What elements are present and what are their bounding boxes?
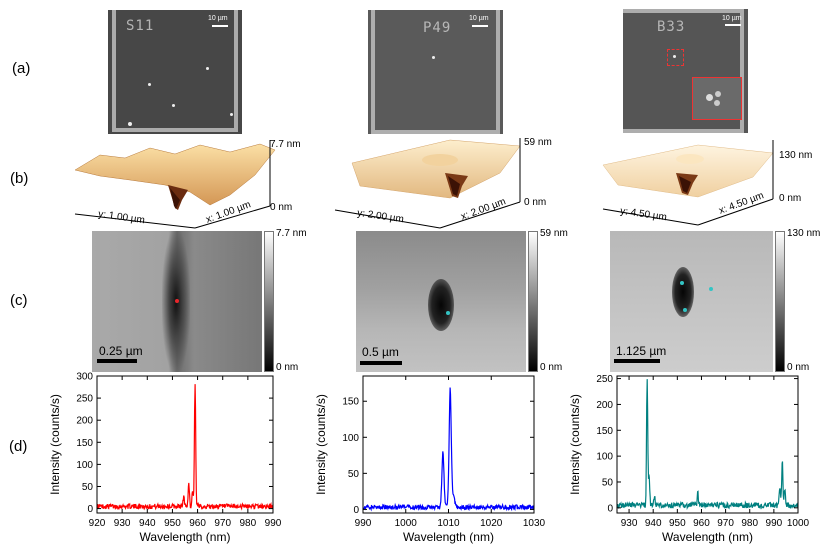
x-tick-label: 960: [693, 518, 710, 529]
y-tick-label: 150: [76, 438, 93, 449]
sem-image-b33: B33 10 µm: [623, 9, 748, 133]
x-tick-label: 990: [766, 518, 783, 529]
x-axis-label: Wavelength (nm): [662, 530, 753, 544]
sem-scale-text: 10 µm: [469, 15, 489, 22]
afm-zmin: 0 nm: [779, 193, 802, 204]
plot-frame: [96, 375, 274, 514]
plot-frame: [616, 375, 799, 514]
sem-label: B33: [657, 19, 686, 35]
afm-3d-surface-1: [74, 140, 276, 229]
row-label-c: (c): [10, 292, 28, 309]
afm-zmax: 7.7 nm: [270, 139, 301, 150]
y-tick-label: 50: [82, 482, 94, 493]
x-tick-label: 950: [669, 518, 686, 529]
x-tick-label: 940: [645, 518, 662, 529]
sem-image-p49: P49 10 µm: [368, 10, 503, 134]
y-tick-label: 0: [353, 505, 359, 516]
x-tick-label: 950: [164, 518, 181, 529]
x-tick-label: 1030: [523, 518, 546, 529]
y-tick-label: 0: [87, 504, 93, 515]
x-tick-label: 1000: [787, 518, 810, 529]
afm-zmax: 59 nm: [524, 137, 552, 148]
y-axis-label: Intensity (counts/s): [568, 394, 582, 495]
x-tick-label: 1020: [480, 518, 503, 529]
y-axis-label: Intensity (counts/s): [314, 394, 328, 495]
colorbar-max: 7.7 nm: [276, 228, 307, 239]
colorbar-min: 0 nm: [276, 362, 299, 373]
y-tick-label: 100: [342, 433, 359, 444]
afm-3d-surface-3: [602, 140, 774, 226]
afm-3d-surface-2: [334, 138, 521, 229]
x-tick-label: 920: [89, 518, 106, 529]
marker-dot: [446, 311, 450, 315]
zoom-inset: [692, 77, 742, 120]
spectrum-chart-1: 920 930 940 950 960 970 980 990 0 50 100 150 200 250 3…: [48, 372, 282, 545]
y-tick-label: 250: [76, 394, 93, 405]
x-tick-label: 990: [265, 518, 282, 529]
sem-scale-text: 10 µm: [722, 15, 742, 22]
sem-scale-text: 10 µm: [208, 15, 228, 22]
colorbar-min: 0 nm: [787, 362, 810, 373]
marker-dot: [683, 308, 687, 312]
afm-map-1: 0.25 µm: [92, 231, 262, 372]
marker-dot: [709, 287, 713, 291]
y-tick-label: 100: [596, 452, 613, 463]
y-tick-label: 200: [596, 400, 613, 411]
row-label-b: (b): [10, 170, 29, 187]
y-tick-label: 250: [596, 374, 613, 385]
spectrum-trace: [616, 379, 799, 511]
row-label-a: (a): [12, 60, 31, 77]
afm-zmin: 0 nm: [270, 202, 293, 213]
afm-map-2: 0.5 µm: [356, 231, 526, 372]
x-tick-label: 970: [717, 518, 734, 529]
spectrum-trace: [96, 384, 274, 511]
marker-dot: [680, 281, 684, 285]
afm-scale-text: 0.25 µm: [99, 344, 143, 358]
x-tick-label: 1000: [395, 518, 418, 529]
colorbar: [264, 231, 274, 372]
x-tick-label: 1010: [437, 518, 460, 529]
x-tick-label: 980: [741, 518, 758, 529]
y-tick-label: 100: [76, 460, 93, 471]
afm-scale-text: 1.125 µm: [616, 344, 667, 358]
x-tick-label: 970: [214, 518, 231, 529]
afm-scale-text: 0.5 µm: [362, 345, 399, 359]
spectrum-chart-2: 990 1000 1010 1020 1030 0 50 100 150 Wavelength (…: [314, 375, 546, 544]
afm-map-3: 1.125 µm: [610, 231, 773, 372]
y-tick-label: 50: [348, 469, 360, 480]
x-tick-label: 930: [114, 518, 131, 529]
y-tick-label: 0: [607, 503, 613, 514]
x-tick-label: 930: [621, 518, 638, 529]
x-tick-label: 990: [355, 518, 372, 529]
afm-zmin: 0 nm: [524, 197, 547, 208]
spectrum-trace: [362, 387, 535, 512]
colorbar: [775, 231, 785, 372]
x-axis-label: Wavelength (nm): [140, 530, 231, 544]
y-axis-label: Intensity (counts/s): [48, 394, 62, 495]
y-tick-label: 300: [76, 372, 93, 383]
afm-zmax: 130 nm: [779, 150, 813, 161]
sem-label: P49: [423, 20, 452, 36]
colorbar-max: 130 nm: [787, 228, 821, 239]
x-tick-label: 960: [189, 518, 206, 529]
sem-label: S11: [126, 18, 155, 34]
y-tick-label: 150: [342, 397, 359, 408]
x-axis-label: Wavelength (nm): [403, 530, 494, 544]
sem-image-s11: S11 10 µm: [108, 10, 242, 134]
row-label-d: (d): [9, 438, 28, 455]
spectrum-chart-3: 930 940 950 960 970 980 990 1000 0 50 100 150 200 250…: [568, 374, 810, 544]
colorbar-max: 59 nm: [540, 228, 568, 239]
y-tick-label: 200: [76, 416, 93, 427]
y-tick-label: 50: [602, 477, 614, 488]
zoom-region: [667, 49, 684, 66]
colorbar: [528, 231, 538, 372]
x-tick-label: 980: [240, 518, 257, 529]
x-tick-label: 940: [139, 518, 156, 529]
colorbar-min: 0 nm: [540, 362, 563, 373]
y-tick-label: 150: [596, 426, 613, 437]
marker-dot: [175, 299, 179, 303]
